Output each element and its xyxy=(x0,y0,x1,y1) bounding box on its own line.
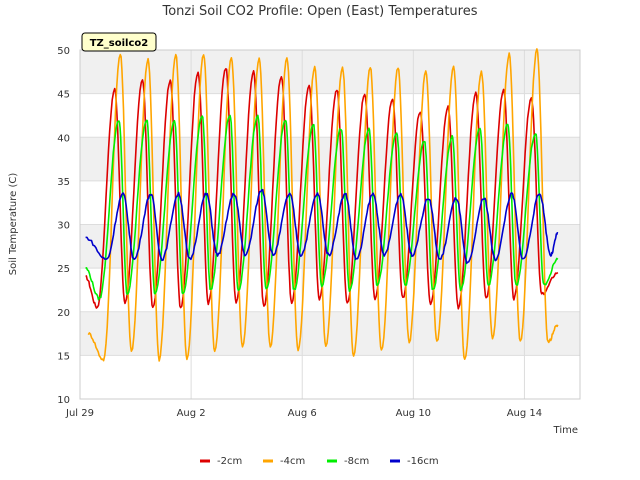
legend-label: -16cm xyxy=(407,456,439,467)
site-label: TZ_soilco2 xyxy=(90,38,149,49)
y-tick-labels: 10 15 20 25 30 35 40 45 50 xyxy=(57,46,70,406)
legend-item: -8cm xyxy=(327,456,369,467)
series-layer xyxy=(85,48,559,362)
x-tick-label: Aug 14 xyxy=(507,408,542,419)
x-tick-label: Jul 29 xyxy=(65,408,94,419)
y-tick-label: 15 xyxy=(57,351,70,362)
y-axis-label: Soil Temperature (C) xyxy=(8,173,19,276)
x-tick-label: Aug 10 xyxy=(396,408,431,419)
x-tick-label: Aug 6 xyxy=(288,408,317,419)
x-tick-labels: Jul 29 Aug 2 Aug 6 Aug 10 Aug 14 xyxy=(65,408,542,419)
plot-frame xyxy=(79,49,581,400)
y-tick-label: 10 xyxy=(57,395,70,406)
legend-label: -8cm xyxy=(344,456,369,467)
x-tick-label: Aug 2 xyxy=(177,408,206,419)
legend-label: -4cm xyxy=(280,456,305,467)
legend-item: -16cm xyxy=(390,456,439,467)
y-tick-label: 35 xyxy=(57,177,70,188)
y-tick-label: 40 xyxy=(57,133,70,144)
y-tick-label: 20 xyxy=(57,308,70,319)
legend-label: -2cm xyxy=(217,456,242,467)
background-band xyxy=(80,50,580,94)
chart-title: Tonzi Soil CO2 Profile: Open (East) Temp… xyxy=(161,4,477,19)
series-line-2cmcm xyxy=(85,68,559,310)
legend-item: -2cm xyxy=(200,456,242,467)
x-axis-label: Time xyxy=(553,425,578,436)
y-tick-label: 30 xyxy=(57,221,70,232)
series-line-4cmcm xyxy=(87,48,559,362)
series-line-8cmcm xyxy=(85,114,559,301)
series-line-16cmcm xyxy=(85,188,559,265)
site-label-box: TZ_soilco2 xyxy=(81,32,157,52)
y-tick-label: 50 xyxy=(57,46,70,57)
y-tick-label: 45 xyxy=(57,90,70,101)
legend-item: -4cm xyxy=(263,456,305,467)
legend: -2cm -4cm -8cm -16cm xyxy=(200,456,439,467)
y-tick-label: 25 xyxy=(57,264,70,275)
